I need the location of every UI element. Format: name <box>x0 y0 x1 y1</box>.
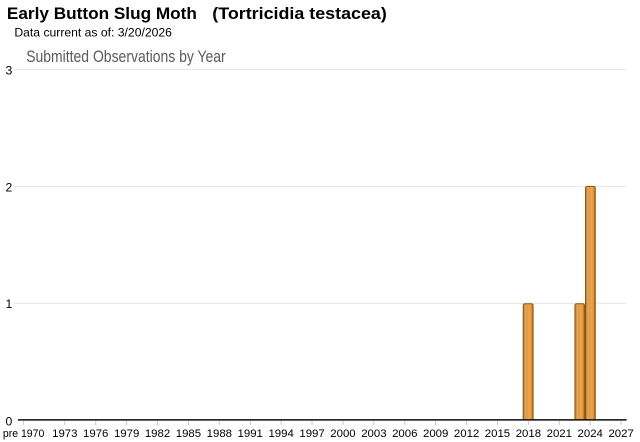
svg-text:1: 1 <box>6 297 13 311</box>
svg-text:Submitted Observations by Year: Submitted Observations by Year <box>26 48 226 66</box>
svg-text:2000: 2000 <box>330 428 355 440</box>
svg-text:Early Button Slug Moth: Early Button Slug Moth <box>7 4 197 23</box>
svg-text:3: 3 <box>6 64 13 78</box>
svg-text:2027: 2027 <box>608 428 633 440</box>
svg-text:2021: 2021 <box>547 428 572 440</box>
svg-text:2009: 2009 <box>423 428 448 440</box>
svg-text:1991: 1991 <box>238 428 263 440</box>
svg-text:1988: 1988 <box>207 428 232 440</box>
svg-text:1997: 1997 <box>299 428 324 440</box>
svg-text:2015: 2015 <box>485 428 510 440</box>
svg-text:2006: 2006 <box>392 428 417 440</box>
svg-text:1973: 1973 <box>52 428 77 440</box>
svg-text:1979: 1979 <box>114 428 139 440</box>
svg-text:2012: 2012 <box>454 428 479 440</box>
svg-text:2: 2 <box>6 180 13 194</box>
svg-text:1976: 1976 <box>83 428 108 440</box>
svg-text:0: 0 <box>6 414 13 428</box>
svg-text:1994: 1994 <box>268 428 293 440</box>
svg-text:Data current as of: 3/20/2026: Data current as of: 3/20/2026 <box>14 26 172 40</box>
svg-text:pre 1970: pre 1970 <box>3 428 45 440</box>
svg-text:1985: 1985 <box>176 428 201 440</box>
svg-text:1982: 1982 <box>145 428 170 440</box>
svg-text:2003: 2003 <box>361 428 386 440</box>
svg-text:2024: 2024 <box>578 428 603 440</box>
svg-text:2018: 2018 <box>516 428 541 440</box>
svg-text:(Tortricidia testacea): (Tortricidia testacea) <box>212 4 387 23</box>
